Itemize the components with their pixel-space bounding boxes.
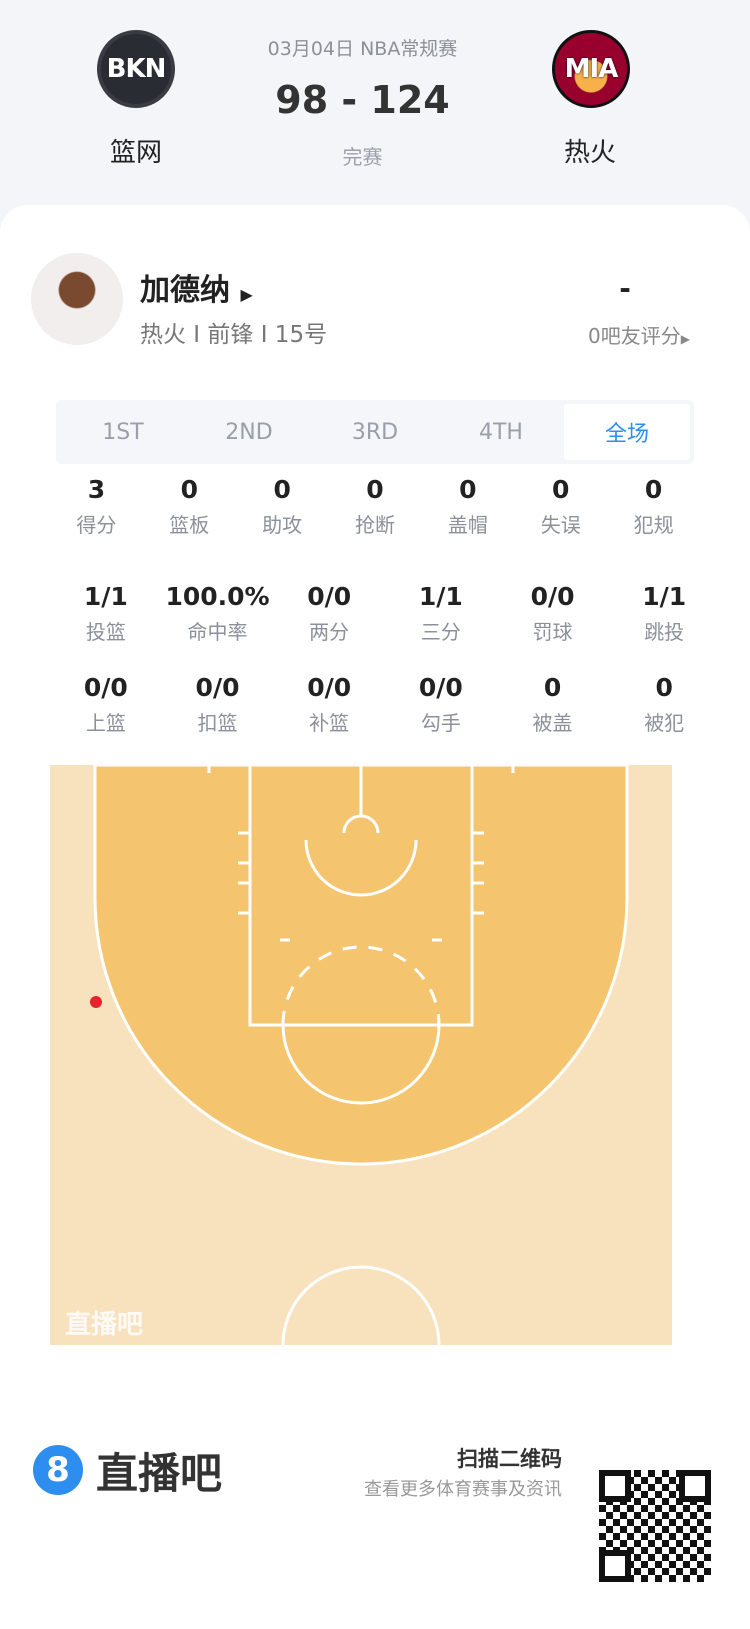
stat-item: 0 抢断 bbox=[329, 475, 422, 538]
stat-value: 0 bbox=[644, 475, 663, 504]
stat-item: 0/0 勾手 bbox=[385, 673, 497, 736]
stat-item: 3 得分 bbox=[50, 475, 143, 538]
stat-item: 0 被犯 bbox=[608, 673, 720, 736]
stat-label: 犯规 bbox=[633, 513, 674, 537]
shot-made-marker[interactable] bbox=[90, 996, 102, 1008]
tab-4th[interactable]: 4TH bbox=[479, 419, 523, 445]
paint bbox=[248, 765, 474, 1027]
stat-label: 扣篮 bbox=[197, 711, 238, 735]
stat-label: 抢断 bbox=[355, 513, 395, 537]
away-team[interactable]: MIA bbox=[552, 30, 630, 108]
stat-item: 1/1 三分 bbox=[385, 582, 497, 645]
brand-name: 直播吧 bbox=[96, 1449, 223, 1498]
player-avatar bbox=[31, 253, 123, 345]
stat-item: 0/0 两分 bbox=[273, 582, 385, 645]
triangle-right-icon: ▶ bbox=[680, 332, 690, 346]
player-name: 加德纳 bbox=[140, 273, 230, 308]
stat-label: 罚球 bbox=[532, 620, 573, 644]
three-point-area bbox=[93, 765, 629, 1166]
stat-value: 0 bbox=[273, 475, 291, 504]
brand-logo-icon: 8 bbox=[33, 1445, 83, 1495]
stats-row: 1/1 投篮 100.0% 命中率 0/0 两分 1/1 三分 0/0 罚球 1/1 跳投 bbox=[50, 582, 720, 645]
stat-item: 0 犯规 bbox=[607, 475, 700, 538]
stat-value: 0/0 bbox=[307, 582, 352, 611]
tab-2nd[interactable]: 2ND bbox=[225, 419, 273, 445]
stat-item: 1/1 跳投 bbox=[608, 582, 720, 645]
stat-label: 两分 bbox=[309, 620, 350, 644]
stat-item: 1/1 投篮 bbox=[50, 582, 162, 645]
bkn-logo: BKN bbox=[97, 30, 175, 108]
stat-label: 三分 bbox=[420, 620, 461, 644]
stat-value: 0 bbox=[366, 475, 384, 504]
stat-label: 助攻 bbox=[262, 513, 303, 537]
stat-item: 0/0 上篮 bbox=[50, 673, 162, 736]
stats-row: 0/0 上篮 0/0 扣篮 0/0 补篮 0/0 勾手 0 被盖 0 被犯 bbox=[50, 673, 720, 736]
stat-label: 跳投 bbox=[644, 620, 685, 644]
stat-label: 盖帽 bbox=[447, 513, 488, 537]
qr-subtitle: 查看更多体育赛事及资讯 bbox=[364, 1479, 562, 1500]
game-info: 03月04日 NBA常规赛 bbox=[267, 38, 458, 60]
stat-value: 1/1 bbox=[418, 582, 463, 611]
score: 98 - 124 bbox=[275, 78, 450, 122]
stat-label: 上篮 bbox=[85, 711, 126, 735]
period-tabs: 1ST 2ND 3RD 4TH 全场 bbox=[56, 400, 694, 464]
stat-value: 0/0 bbox=[307, 673, 352, 702]
stat-item: 0 失误 bbox=[514, 475, 607, 538]
stat-item: 0/0 罚球 bbox=[497, 582, 609, 645]
home-team[interactable]: BKN bbox=[97, 30, 175, 108]
player-meta: 热火 I 前锋 I 15号 bbox=[140, 322, 328, 348]
home-team-name: 篮网 bbox=[109, 138, 162, 168]
stat-value: 0/0 bbox=[418, 673, 463, 702]
stat-label: 命中率 bbox=[187, 620, 248, 644]
hoop bbox=[342, 814, 380, 834]
stat-item: 0 被盖 bbox=[497, 673, 609, 736]
qr-code bbox=[599, 1470, 711, 1582]
stat-value: 0 bbox=[459, 475, 477, 504]
stat-label: 被盖 bbox=[532, 711, 573, 735]
tab-full-game[interactable]: 全场 bbox=[564, 404, 690, 460]
stat-value: 0/0 bbox=[195, 673, 240, 702]
mia-logo: MIA bbox=[552, 30, 630, 108]
stat-label: 得分 bbox=[76, 513, 117, 537]
stat-value: 1/1 bbox=[83, 582, 128, 611]
player-name-link[interactable]: 加德纳 ▶ bbox=[140, 265, 253, 309]
qr-title: 扫描二维码 bbox=[457, 1447, 562, 1471]
game-status: 完赛 bbox=[342, 145, 383, 169]
away-team-name: 热火 bbox=[563, 138, 616, 168]
rating-label: 0吧友评分 bbox=[588, 324, 681, 348]
stat-label: 篮板 bbox=[169, 513, 210, 537]
stat-value: 100.0% bbox=[165, 582, 270, 611]
shot-chart: 直播吧 bbox=[50, 765, 672, 1345]
stat-label: 投篮 bbox=[85, 620, 126, 644]
tab-1st[interactable]: 1ST bbox=[102, 419, 144, 445]
stat-value: 0 bbox=[543, 673, 562, 702]
tab-3rd[interactable]: 3RD bbox=[351, 419, 399, 445]
stat-value: 0 bbox=[180, 475, 198, 504]
stat-item: 100.0% 命中率 bbox=[162, 582, 274, 645]
stat-value: 1/1 bbox=[642, 582, 687, 611]
triangle-right-icon: ▶ bbox=[240, 285, 253, 304]
stat-value: 0 bbox=[655, 673, 673, 702]
center-circle bbox=[281, 1265, 441, 1345]
stat-label: 补篮 bbox=[309, 711, 350, 735]
stat-label: 被犯 bbox=[644, 711, 685, 735]
stat-item: 0 篮板 bbox=[143, 475, 236, 538]
stat-value: 0/0 bbox=[83, 673, 128, 702]
stat-item: 0 助攻 bbox=[236, 475, 329, 538]
rating-link[interactable]: 0吧友评分▶ bbox=[560, 320, 690, 349]
stat-item: 0 盖帽 bbox=[421, 475, 514, 538]
stat-value: 3 bbox=[87, 475, 106, 504]
stat-label: 失误 bbox=[540, 513, 581, 537]
stat-label: 勾手 bbox=[420, 711, 461, 735]
stat-item: 0/0 扣篮 bbox=[162, 673, 274, 736]
watermark: 直播吧 bbox=[65, 1310, 143, 1340]
stat-value: 0 bbox=[552, 475, 570, 504]
player-rating: - bbox=[619, 272, 631, 305]
stats-row: 3 得分 0 篮板 0 助攻 0 抢断 0 盖帽 0 失误 0 犯规 bbox=[50, 475, 700, 538]
stat-value: 0/0 bbox=[530, 582, 575, 611]
stat-item: 0/0 补篮 bbox=[273, 673, 385, 736]
